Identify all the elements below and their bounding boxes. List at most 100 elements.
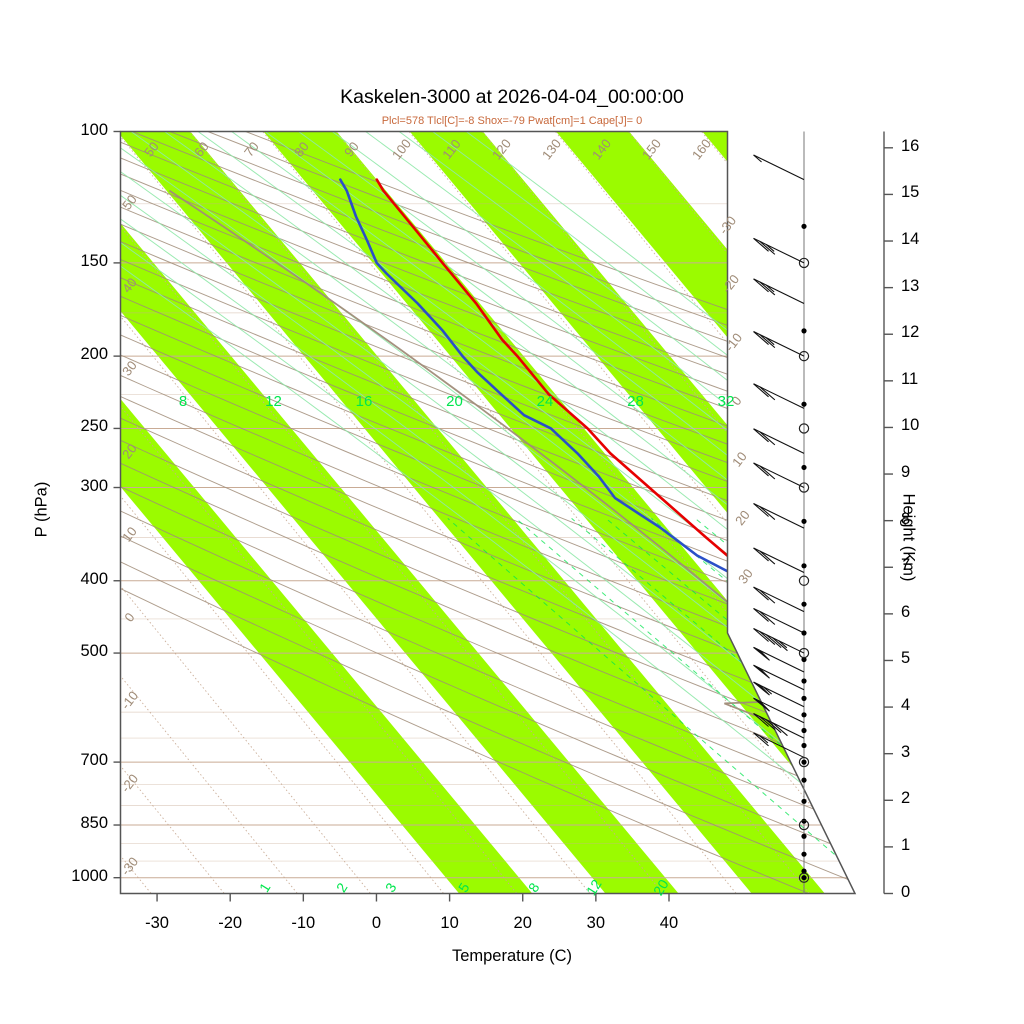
pressure-tick-100: 100 [80, 120, 108, 139]
dry-adiabat-label: 130 [539, 136, 564, 162]
level-marker-open [798, 350, 810, 362]
wind-barb [753, 586, 805, 613]
parcel-stats-subtitle: Plcl=578 Tlcl[C]=-8 Shox=-79 Pwat[cm]=1 … [381, 115, 643, 127]
level-marker-open [798, 756, 810, 768]
level-marker-filled [801, 518, 807, 524]
wind-barb [753, 664, 805, 691]
wind-barb [753, 627, 805, 654]
height-tick-7: 7 [901, 556, 911, 575]
mixratio-label-bottom: 12 [583, 876, 605, 898]
pressure-tick-200: 200 [80, 345, 108, 364]
wind-barb [753, 237, 805, 264]
level-marker-filled [801, 223, 807, 229]
mixratio-label-bottom: 2 [333, 880, 351, 895]
wind-barb [753, 713, 805, 739]
mixratio-label-mid: 8 [179, 393, 187, 410]
level-marker-filled [801, 759, 807, 765]
isotherm-label-right: 30 [735, 566, 756, 587]
height-tick-16: 16 [901, 136, 920, 155]
level-marker-filled [801, 601, 807, 607]
mixratio-label-mid: 12 [265, 393, 282, 410]
mixratio-label-bottom: 3 [382, 880, 400, 895]
pressure-tick-1000: 1000 [71, 866, 108, 885]
axis-ticks [113, 130, 893, 902]
level-marker-filled [801, 798, 807, 804]
height-tick-5: 5 [901, 649, 911, 668]
shaded-temperature-bands [120, 131, 855, 894]
isotherm-label-left: 0 [121, 610, 137, 625]
level-marker-filled [801, 630, 807, 636]
temperature-tick-30: 30 [586, 913, 606, 932]
level-marker-filled [801, 401, 807, 407]
mixratio-label-mid: 28 [627, 393, 644, 410]
plot-frame [119, 130, 857, 895]
height-tick-0: 0 [901, 882, 911, 901]
wind-barb [753, 383, 805, 409]
level-marker-open [798, 575, 810, 586]
height-tick-8: 8 [901, 509, 911, 528]
wind-barb [753, 681, 805, 708]
height-tick-4: 4 [901, 696, 911, 715]
isotherm-label-right: 20 [732, 507, 753, 528]
wind-barb-column [753, 131, 810, 894]
level-marker-filled [801, 656, 807, 663]
height-tick-1: 1 [901, 835, 911, 854]
pressure-tick-150: 150 [80, 251, 108, 270]
level-marker-open [798, 872, 810, 883]
wind-barb [753, 697, 805, 724]
level-marker-filled [801, 875, 807, 881]
isotherm-label-left: 10 [119, 524, 140, 545]
mixratio-label-mid: 24 [537, 393, 554, 410]
sounding-profiles [339, 178, 855, 761]
height-tick-10: 10 [901, 416, 920, 435]
level-marker-filled [801, 712, 807, 718]
level-marker-filled [801, 868, 807, 874]
temperature-tick--30: -30 [145, 913, 169, 932]
mixratio-label-bottom: 1 [256, 880, 274, 895]
x-axis-label: Temperature (C) [451, 947, 573, 965]
temperature-tick-0: 0 [371, 913, 382, 932]
level-marker-filled [801, 851, 807, 857]
level-marker-filled [801, 563, 807, 569]
profile-dewpoint [339, 178, 855, 761]
level-marker-open [798, 819, 810, 831]
isotherm-label-right: 10 [729, 449, 750, 470]
height-tick-12: 12 [901, 323, 920, 342]
level-marker-filled [801, 678, 807, 684]
temperature-tick--20: -20 [218, 913, 243, 932]
isotherm-label-left: -10 [118, 688, 141, 712]
isotherm-label-right: -30 [716, 213, 739, 237]
level-marker-filled [801, 464, 807, 471]
mixratio-label-bottom: 20 [650, 876, 672, 898]
height-tick-13: 13 [901, 276, 920, 295]
level-marker-filled [801, 742, 807, 749]
level-marker-filled [801, 695, 807, 701]
isotherm-label-left: 50 [119, 192, 140, 213]
dry-adiabat-label: 70 [241, 139, 262, 160]
isotherm-label-left: 30 [119, 358, 140, 379]
temperature-tick-10: 10 [440, 913, 459, 932]
wind-barb [753, 154, 805, 181]
level-marker-open [798, 257, 810, 269]
level-marker-open [798, 423, 810, 434]
wind-barb [753, 646, 805, 673]
temperature-tick-40: 40 [659, 913, 679, 932]
temperature-tick-20: 20 [513, 913, 532, 932]
wind-barb [753, 278, 805, 304]
pressure-tick-850: 850 [80, 814, 108, 833]
profile-temperature [375, 178, 855, 759]
pressure-tick-700: 700 [80, 751, 108, 770]
wind-barb [753, 462, 805, 489]
height-tick-9: 9 [901, 463, 911, 482]
height-tick-3: 3 [901, 742, 911, 761]
wind-barb [753, 428, 805, 454]
temperature-tick--10: -10 [291, 913, 316, 932]
level-marker-filled [801, 818, 807, 824]
wind-barb [753, 547, 805, 574]
height-tick-15: 15 [901, 183, 920, 202]
isotherm-label-left: -30 [118, 854, 141, 878]
height-tick-6: 6 [901, 602, 911, 621]
pressure-tick-500: 500 [80, 642, 108, 661]
